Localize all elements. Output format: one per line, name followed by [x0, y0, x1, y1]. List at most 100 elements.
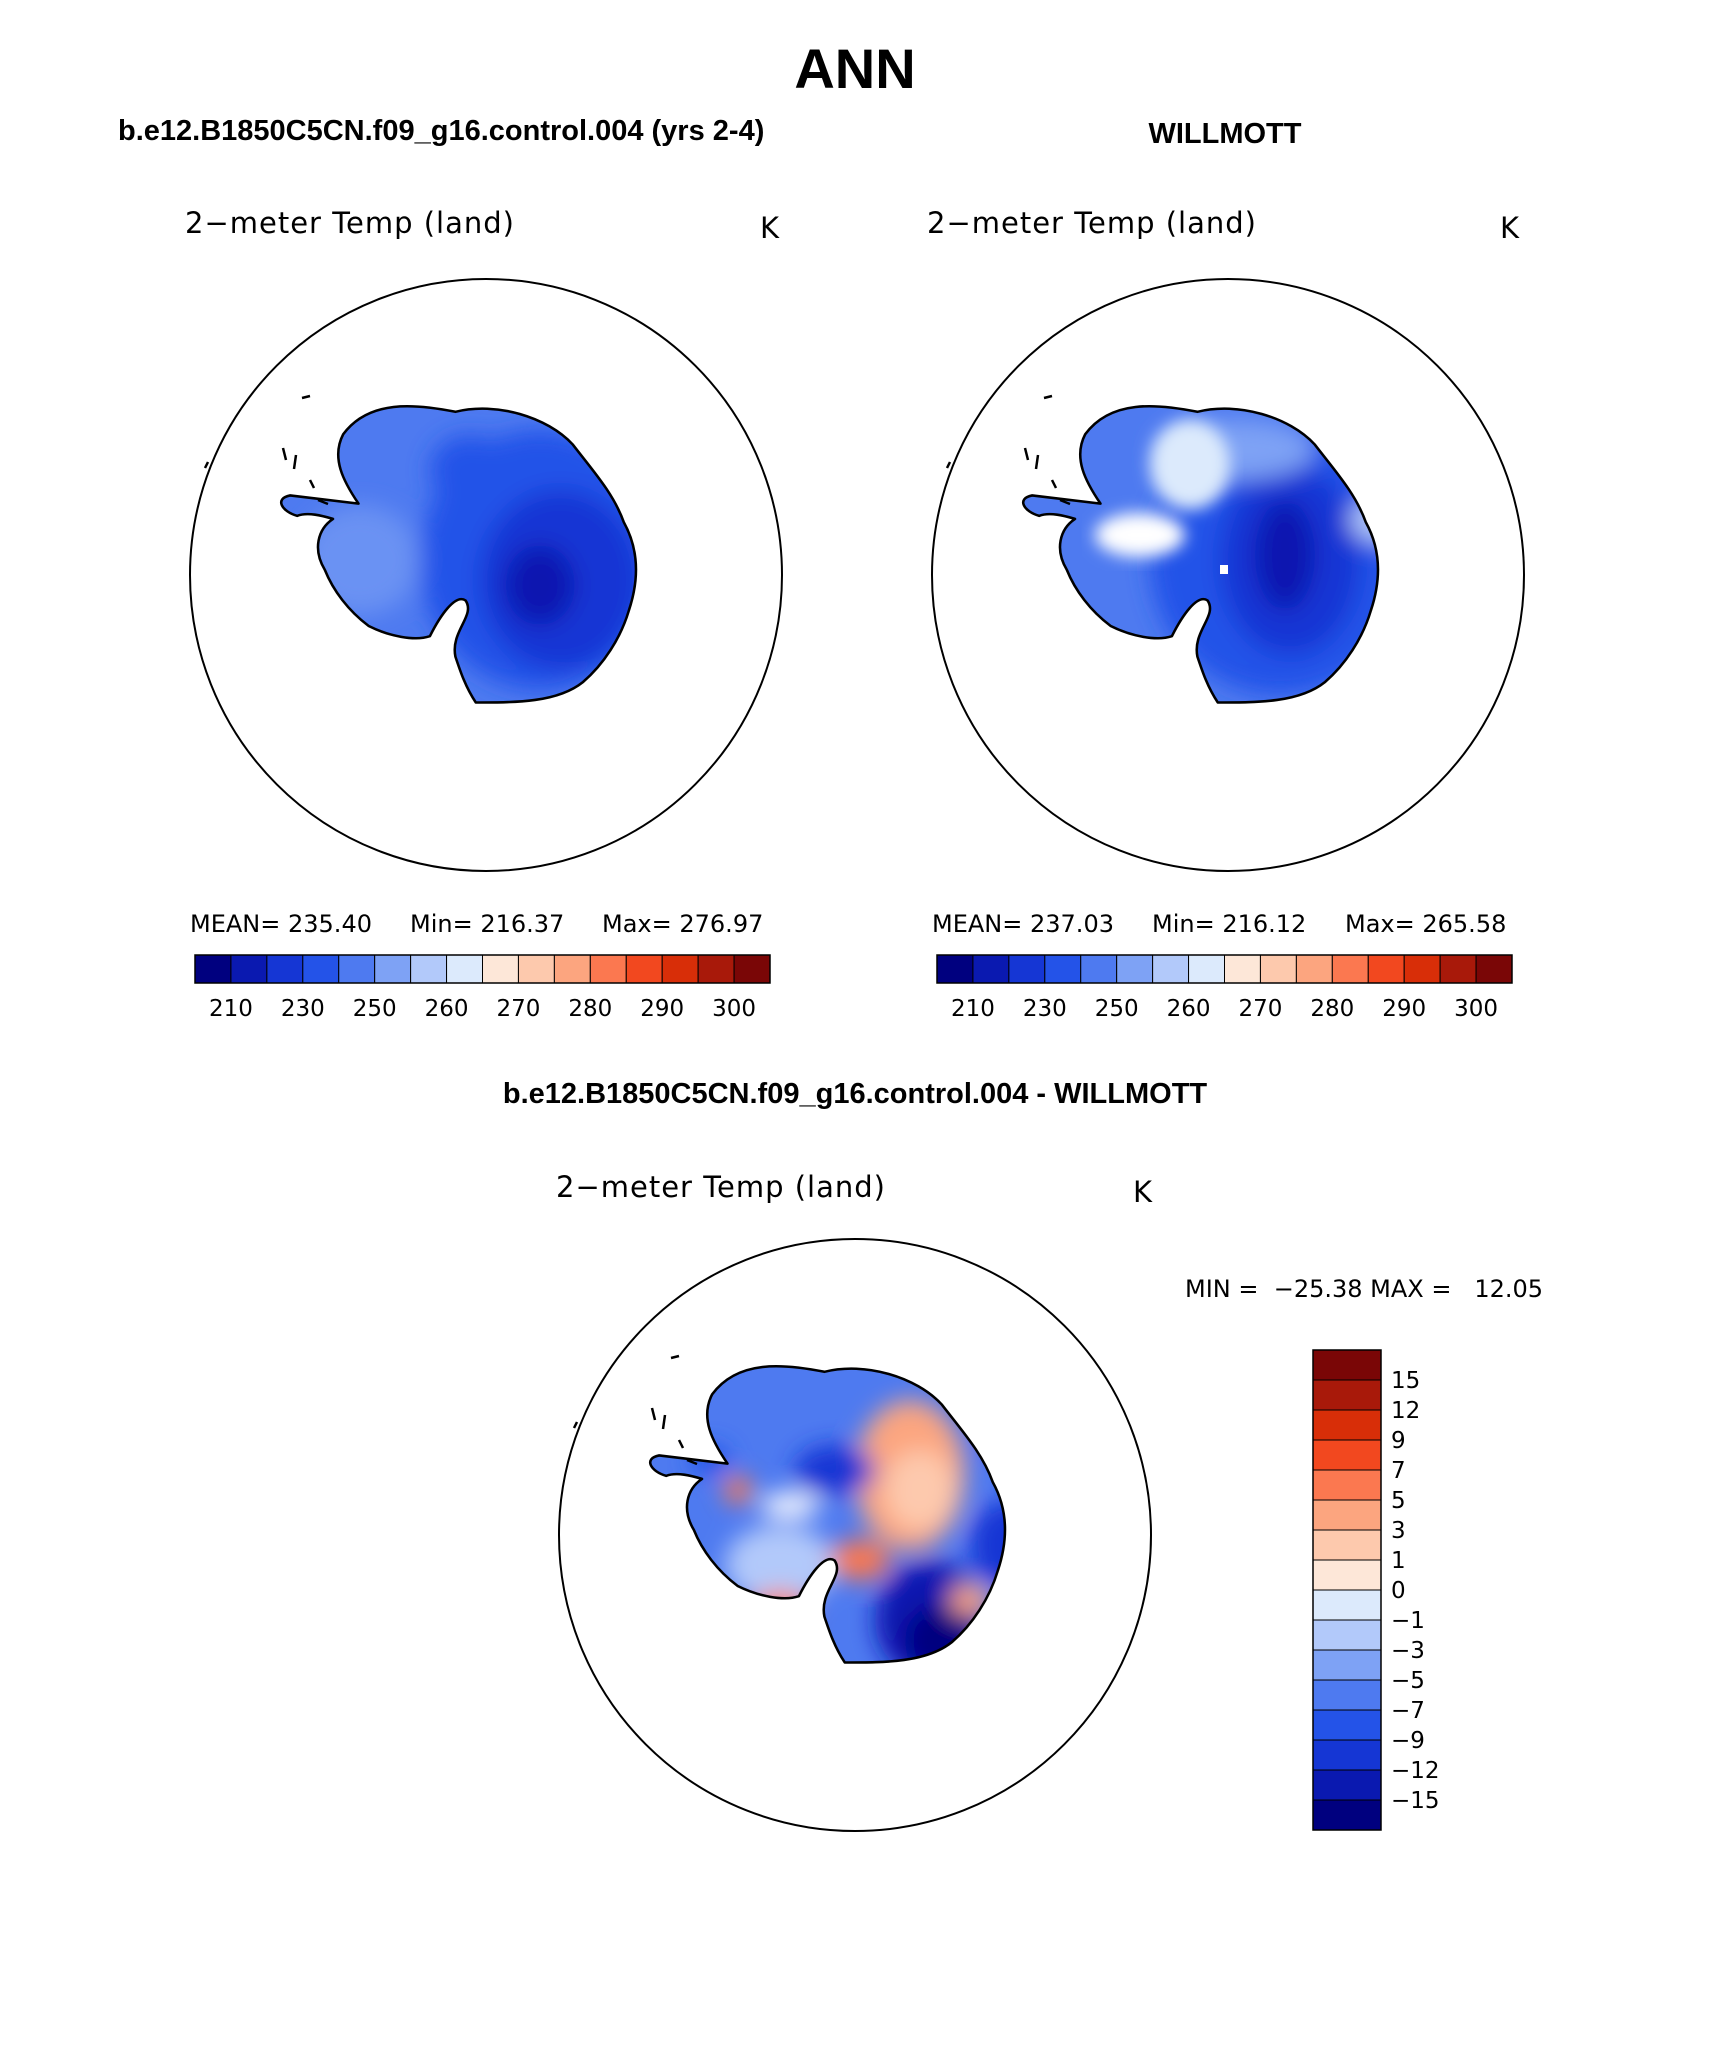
colorbar-swatch [1312, 1589, 1382, 1621]
panel-observations: WILLMOTT 2−meter Temp (land) K [927, 118, 1525, 1022]
colorbar-swatch [1188, 954, 1225, 984]
colorbar-swatch [625, 954, 663, 984]
colorbar-tick-label: 5 [1391, 1488, 1406, 1514]
colorbar-frame [194, 954, 771, 984]
colorbar-swatch [589, 954, 627, 984]
panel-model: b.e12.B1850C5CN.f09_g16.control.004 (yrs… [118, 115, 783, 1022]
colorbar-tick-label: 300 [712, 996, 756, 1022]
colorbar-swatch [1312, 1409, 1382, 1441]
colorbar-swatch [1475, 954, 1513, 984]
colorbar-swatch [517, 954, 555, 984]
colorbar-tick-label: 260 [425, 996, 469, 1022]
panel-difference: b.e12.B1850C5CN.f09_g16.control.004 - WI… [503, 1078, 1543, 1832]
colorbar-swatch [1295, 954, 1333, 984]
colorbar-tick-label: 1 [1391, 1548, 1406, 1574]
colorbar-tick-label: 0 [1391, 1578, 1406, 1604]
colorbar-frame [1312, 1349, 1382, 1831]
colorbar-swatch [374, 954, 412, 984]
svg-text:MEAN= 235.40: MEAN= 235.40 [190, 910, 372, 938]
colorbar-swatch [1008, 954, 1046, 984]
colorbar-swatch [972, 954, 1010, 984]
map-disc [931, 278, 1525, 872]
colorbar-tick-label: 280 [568, 996, 612, 1022]
colorbar-swatch [410, 954, 448, 984]
panel-header: b.e12.B1850C5CN.f09_g16.control.004 - WI… [503, 1078, 1208, 1110]
colorbar-swatch [936, 954, 974, 984]
colorbar-swatch [1080, 954, 1118, 984]
colorbar-tick-label: 260 [1167, 996, 1211, 1022]
colorbar-swatch [1312, 1709, 1382, 1741]
variable-label: 2−meter Temp (land) [185, 206, 515, 240]
colorbar-swatch [194, 954, 232, 984]
colorbar-tick-label: 15 [1391, 1368, 1420, 1394]
colorbar-swatch [1312, 1649, 1382, 1681]
colorbar-tick-label: 12 [1391, 1398, 1420, 1424]
colorbar-tick-label: −7 [1391, 1698, 1425, 1724]
colorbar-tick-label: 250 [353, 996, 397, 1022]
colorbar-tick-label: 210 [951, 996, 995, 1022]
colorbar-swatch [446, 954, 483, 984]
colorbar-swatch [1312, 1379, 1382, 1411]
colorbar-swatch [1152, 954, 1190, 984]
colorbar-swatch [1312, 1469, 1382, 1501]
colorbar-swatch [338, 954, 376, 984]
colorbar-swatch [1259, 954, 1297, 984]
colorbar-tick-label: 7 [1391, 1458, 1406, 1484]
colorbar-tick-label: −3 [1391, 1638, 1425, 1664]
colorbar-tick-label: 230 [281, 996, 325, 1022]
colorbar-horizontal: 210 230 250 260 270 280 290 300 [936, 954, 1513, 1022]
colorbar-swatch [1312, 1679, 1382, 1711]
colorbar-tick-label: 250 [1095, 996, 1139, 1022]
svg-text:Max= 276.97: Max= 276.97 [602, 910, 763, 938]
svg-text:Max= 265.58: Max= 265.58 [1345, 910, 1506, 938]
colorbar-tick-label: 230 [1023, 996, 1067, 1022]
colorbar-swatch [1312, 1619, 1382, 1651]
map-disc [189, 278, 783, 872]
panel-header: b.e12.B1850C5CN.f09_g16.control.004 (yrs… [118, 115, 764, 147]
colorbar-swatch [1403, 954, 1441, 984]
colorbar-tick-label: −12 [1391, 1758, 1440, 1784]
peninsula-islands [203, 394, 329, 506]
colorbar-tick-label: −5 [1391, 1668, 1425, 1694]
colorbar-tick-label: 290 [1382, 996, 1426, 1022]
colorbar-tick-label: 9 [1391, 1428, 1406, 1454]
colorbar-tick-label: −15 [1391, 1788, 1440, 1814]
colorbar-swatch [1312, 1349, 1382, 1381]
colorbar-swatch [1331, 954, 1369, 984]
min-max-label: MIN = −25.38 MAX = 12.05 [1185, 1275, 1543, 1303]
colorbar-tick-label: 290 [640, 996, 684, 1022]
units-label: K [760, 211, 780, 245]
colorbar-swatch [1439, 954, 1477, 984]
colorbar-swatch [302, 954, 340, 984]
panel-header: WILLMOTT [1148, 118, 1301, 150]
colorbar-swatch [1224, 954, 1261, 984]
peninsula-islands [945, 394, 1071, 506]
stats-line: MEAN= 237.03 Min= 216.12 Max= 265.58 [932, 910, 1506, 938]
colorbar-swatch [482, 954, 519, 984]
stats-line: MEAN= 235.40 Min= 216.37 Max= 276.97 [190, 910, 763, 938]
colorbar-swatch [230, 954, 268, 984]
colorbar-tick-label: 280 [1310, 996, 1354, 1022]
svg-text:MEAN= 237.03: MEAN= 237.03 [932, 910, 1114, 938]
variable-label: 2−meter Temp (land) [927, 206, 1257, 240]
colorbar-tick-label: −1 [1391, 1608, 1425, 1634]
colorbar-frame [936, 954, 1513, 984]
variable-label: 2−meter Temp (land) [556, 1170, 886, 1204]
svg-text:Min= 216.12: Min= 216.12 [1152, 910, 1306, 938]
colorbar-swatch [553, 954, 591, 984]
colorbar-swatch [1312, 1769, 1382, 1801]
colorbar-swatch [661, 954, 699, 984]
svg-text:Min= 216.37: Min= 216.37 [410, 910, 564, 938]
colorbar-tick-label: 300 [1454, 996, 1498, 1022]
colorbar-swatch [1312, 1499, 1382, 1531]
polar-map [189, 278, 783, 872]
peninsula-islands [572, 1354, 698, 1466]
colorbar-horizontal: 210 230 250 260 270 280 290 300 [194, 954, 771, 1022]
units-label: K [1133, 1175, 1153, 1209]
colorbar-swatch [697, 954, 735, 984]
colorbar-tick-label: 270 [496, 996, 540, 1022]
colorbar-tick-label: −9 [1391, 1728, 1425, 1754]
colorbar-tick-label: 3 [1391, 1518, 1406, 1544]
colorbar-swatch [1312, 1739, 1382, 1771]
colorbar-swatch [1044, 954, 1082, 984]
